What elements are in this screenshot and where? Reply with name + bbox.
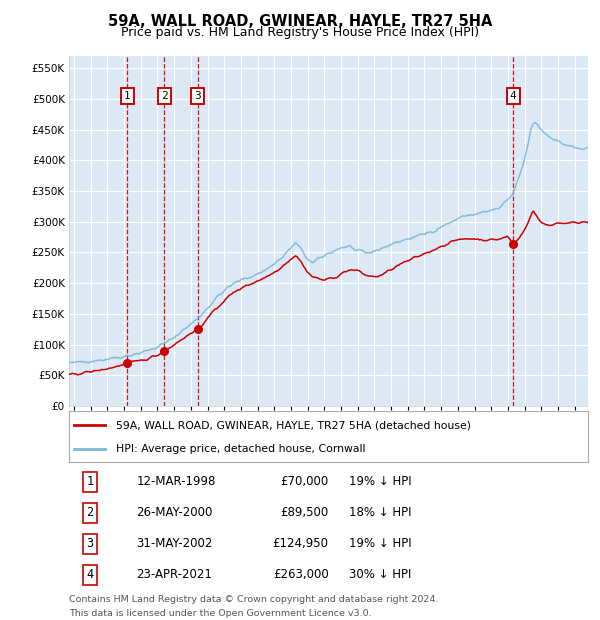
Text: 23-APR-2021: 23-APR-2021 [136, 569, 212, 581]
Text: 59A, WALL ROAD, GWINEAR, HAYLE, TR27 5HA (detached house): 59A, WALL ROAD, GWINEAR, HAYLE, TR27 5HA… [116, 420, 471, 430]
Text: 31-MAY-2002: 31-MAY-2002 [136, 538, 213, 550]
Text: 2: 2 [161, 91, 167, 100]
Text: Contains HM Land Registry data © Crown copyright and database right 2024.: Contains HM Land Registry data © Crown c… [69, 595, 439, 604]
Text: 1: 1 [124, 91, 131, 100]
Text: £70,000: £70,000 [280, 476, 329, 488]
Text: 4: 4 [86, 569, 94, 581]
Text: HPI: Average price, detached house, Cornwall: HPI: Average price, detached house, Corn… [116, 444, 365, 454]
Text: £263,000: £263,000 [273, 569, 329, 581]
Text: 30% ↓ HPI: 30% ↓ HPI [349, 569, 412, 581]
Text: 2: 2 [86, 507, 94, 519]
Text: £89,500: £89,500 [280, 507, 329, 519]
Text: 4: 4 [509, 91, 517, 100]
Text: 18% ↓ HPI: 18% ↓ HPI [349, 507, 412, 519]
Text: This data is licensed under the Open Government Licence v3.0.: This data is licensed under the Open Gov… [69, 609, 371, 618]
Text: £124,950: £124,950 [272, 538, 329, 550]
Text: 59A, WALL ROAD, GWINEAR, HAYLE, TR27 5HA: 59A, WALL ROAD, GWINEAR, HAYLE, TR27 5HA [108, 14, 492, 29]
Text: 3: 3 [86, 538, 94, 550]
Text: 1: 1 [86, 476, 94, 488]
Text: 3: 3 [194, 91, 201, 100]
Text: 12-MAR-1998: 12-MAR-1998 [136, 476, 216, 488]
Text: 26-MAY-2000: 26-MAY-2000 [136, 507, 213, 519]
Text: Price paid vs. HM Land Registry's House Price Index (HPI): Price paid vs. HM Land Registry's House … [121, 26, 479, 39]
Text: 19% ↓ HPI: 19% ↓ HPI [349, 476, 412, 488]
Text: 19% ↓ HPI: 19% ↓ HPI [349, 538, 412, 550]
